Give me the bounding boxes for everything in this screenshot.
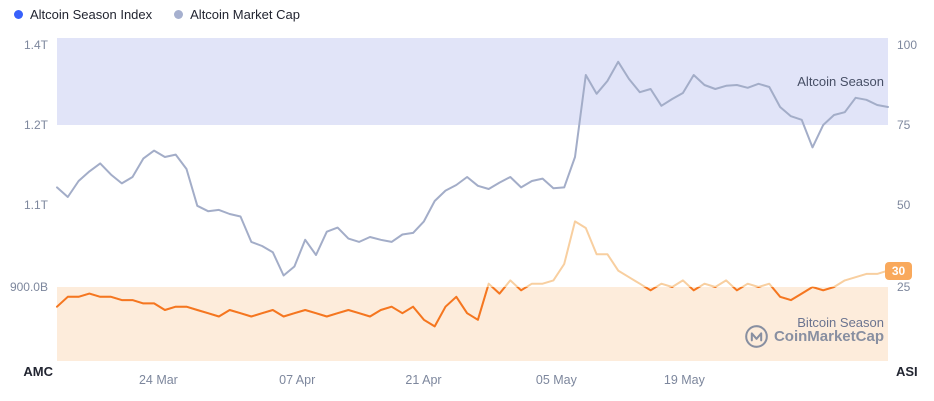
altcoin-season-band	[57, 38, 888, 125]
legend-label-altcoin-market-cap: Altcoin Market Cap	[190, 7, 300, 22]
left-axis-tick-label: 1.4T	[24, 38, 49, 52]
right-axis-tick-label: 50	[897, 198, 911, 212]
left-axis-tick-label: 900.0B	[10, 280, 48, 294]
x-axis-tick-label: 19 May	[664, 373, 706, 387]
right-axis-tick-label: 100	[897, 38, 917, 52]
coinmarketcap-watermark-text: CoinMarketCap	[773, 328, 884, 345]
x-axis-tick-label: 05 May	[536, 373, 578, 387]
legend-item-altcoin-season-index[interactable]: Altcoin Season Index	[14, 7, 152, 22]
left-axis-tick-label: 1.2T	[24, 118, 49, 132]
last-value-badge: 30	[885, 262, 912, 280]
altcoin-market-cap-line	[56, 60, 889, 277]
x-axis-tick-label: 07 Apr	[279, 373, 315, 387]
right-axis-corner-label: ASI	[896, 364, 918, 379]
altcoin-season-index-line	[56, 287, 836, 328]
right-axis-tick-label: 25	[897, 280, 911, 294]
legend-item-altcoin-market-cap[interactable]: Altcoin Market Cap	[174, 7, 300, 22]
legend-dot-altcoin-market-cap	[174, 10, 184, 19]
x-axis-tick-label: 21 Apr	[405, 373, 441, 387]
bitcoin-season-band	[57, 287, 888, 361]
x-axis-tick-label: 24 Mar	[139, 373, 178, 387]
legend-label-altcoin-season-index: Altcoin Season Index	[30, 7, 153, 22]
legend-dot-altcoin-season-index	[14, 10, 23, 19]
left-axis-corner-label: AMC	[23, 364, 53, 379]
coinmarketcap-logo-icon	[744, 324, 769, 349]
chart-legend: Altcoin Season Index Altcoin Market Cap	[14, 7, 300, 22]
left-axis-tick-label: 1.1T	[24, 198, 49, 212]
coinmarketcap-watermark: CoinMarketCap	[744, 324, 884, 349]
right-axis-tick-label: 75	[897, 118, 911, 132]
